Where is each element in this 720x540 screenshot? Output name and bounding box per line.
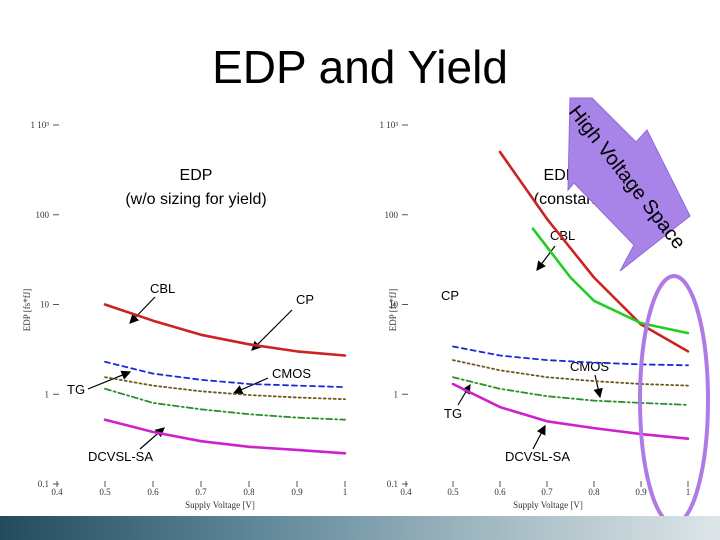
- left-arrow-cbl: [129, 296, 156, 324]
- high-voltage-arrow-shape: [567, 97, 691, 272]
- right-label-tg: TG: [444, 406, 462, 421]
- left-x-tick-label: 0.6: [147, 487, 159, 497]
- right-label-dcvsl-sa: DCVSL-SA: [505, 449, 570, 464]
- left-y-tick-label: 10: [40, 300, 50, 310]
- left-x-tick-label: 0.7: [195, 487, 207, 497]
- right-series-dcvsl-sa: [451, 382, 690, 440]
- left-arrow-cmos: [232, 377, 269, 395]
- left-arrow-cp: [251, 309, 293, 351]
- right-series-cmos-2: [452, 359, 689, 387]
- right-x-tick-label: 0.7: [541, 487, 553, 497]
- left-x-tick-label: 0.5: [99, 487, 111, 497]
- left-x-tick-label: 0.4: [51, 487, 63, 497]
- right-series-cbl: [531, 227, 690, 335]
- right-x-tick-label: 0.9: [635, 487, 647, 497]
- right-arrow-cmos: [593, 374, 603, 399]
- left-y-tick-label: 100: [36, 210, 50, 220]
- left-label-dcvsl-sa: DCVSL-SA: [88, 449, 153, 464]
- left-arrow-tg: [87, 370, 132, 390]
- right-x-tick-label: 0.4: [400, 487, 412, 497]
- highlight-ellipse: [638, 274, 710, 526]
- right-x-tick-label: 1: [686, 487, 691, 497]
- right-y-axis-title: EDP [fs*fJ]: [388, 289, 398, 331]
- left-label-cbl: CBL: [150, 281, 175, 296]
- left-panel: EDP [fs*fJ] Supply Voltage [V] EDP (w/o …: [22, 167, 314, 510]
- right-y-tick-label: 10: [389, 300, 399, 310]
- left-y-tick-label: 1 10³: [31, 120, 50, 130]
- right-y-tick-label: 0.1: [387, 479, 398, 489]
- right-label-cp: CP: [441, 288, 459, 303]
- right-arrow-dcvsl-sa: [532, 424, 546, 450]
- left-series-cbl: [103, 303, 347, 357]
- left-label-tg: TG: [67, 382, 85, 397]
- left-label-cp: CP: [296, 292, 314, 307]
- right-y-tick-label: 100: [385, 210, 399, 220]
- right-x-tick-label: 0.6: [494, 487, 506, 497]
- slide-title: EDP and Yield: [212, 41, 508, 93]
- left-x-axis-title: Supply Voltage [V]: [185, 500, 255, 510]
- right-y-tick-label: 1: [394, 389, 399, 399]
- left-x-tick-label: 0.8: [243, 487, 255, 497]
- right-arrow-tg: [457, 383, 471, 406]
- left-series-tg: [104, 387, 346, 421]
- footer-bar: [0, 516, 720, 540]
- left-label-cmos: CMOS: [272, 366, 311, 381]
- right-arrow-cbl: [536, 245, 556, 271]
- right-series-tg: [452, 376, 689, 406]
- left-series-cp: [104, 360, 346, 388]
- left-x-tick-label: 0.9: [291, 487, 303, 497]
- left-x-tick-label: 1: [343, 487, 348, 497]
- right-series-cmos: [452, 345, 689, 367]
- left-panel-subtitle: (w/o sizing for yield): [125, 191, 266, 208]
- left-arrow-dcvsl-sa: [139, 427, 165, 450]
- right-label-cmos: CMOS: [570, 359, 609, 374]
- right-label-cbl: CBL: [550, 228, 575, 243]
- right-series-cp: [498, 150, 690, 353]
- right-x-axis-title: Supply Voltage [V]: [513, 500, 583, 510]
- left-y-axis-title: EDP [fs*fJ]: [22, 289, 32, 331]
- high-voltage-arrow: High Voltage Space: [564, 97, 691, 272]
- right-x-tick-label: 0.5: [447, 487, 459, 497]
- left-y-tick-label: 1: [45, 389, 50, 399]
- right-y-tick-label: 1 10³: [380, 120, 399, 130]
- right-x-tick-label: 0.8: [588, 487, 600, 497]
- left-series-dcvsl-sa: [103, 418, 347, 455]
- left-y-tick-label: 0.1: [38, 479, 49, 489]
- right-panel: EDP [fs*fJ] Supply Voltage [V] EDP (cons…: [388, 167, 642, 510]
- left-series-cmos: [104, 376, 346, 401]
- left-panel-title: EDP: [180, 167, 213, 184]
